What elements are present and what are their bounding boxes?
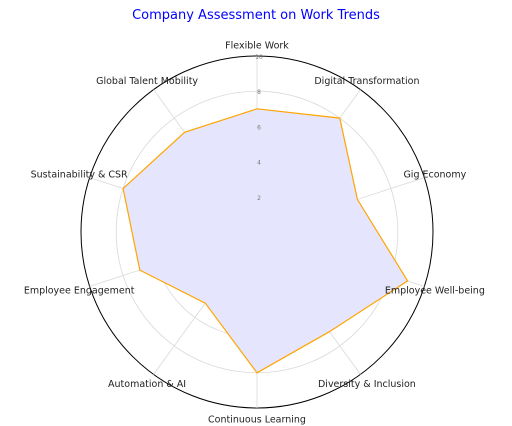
- category-label: Gig Economy: [403, 170, 466, 181]
- radial-tick-label: 10: [255, 54, 263, 61]
- labels-layer: 2 4 6 8 10 Flexible Work Digital Transformatio…: [24, 41, 485, 426]
- category-label: Automation & AI: [108, 379, 186, 390]
- category-label: Diversity & Inclusion: [318, 379, 416, 390]
- series-area: [122, 108, 409, 374]
- category-label: Sustainability & CSR: [31, 170, 128, 181]
- series-layer: [122, 108, 409, 374]
- category-label: Digital Transformation: [314, 76, 419, 87]
- chart-title: Company Assessment on Work Trends: [132, 8, 380, 23]
- radial-tick-label: 4: [257, 160, 261, 167]
- category-label: Continuous Learning: [208, 415, 306, 426]
- radial-tick-label: 8: [257, 89, 261, 96]
- radial-tick-label: 6: [257, 124, 261, 131]
- category-label: Employee Well-being: [385, 285, 485, 296]
- category-label: Global Talent Mobility: [96, 76, 198, 87]
- category-label: Employee Engagement: [24, 285, 135, 296]
- category-label: Flexible Work: [225, 41, 289, 52]
- radial-tick-label: 2: [257, 195, 261, 202]
